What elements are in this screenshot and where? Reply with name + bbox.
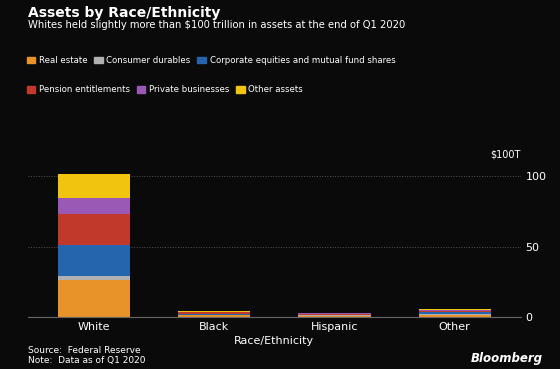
- Bar: [178, 311, 250, 312]
- Bar: [419, 315, 491, 317]
- Bar: [298, 315, 371, 317]
- Bar: [419, 308, 491, 310]
- X-axis label: Race/Ethnicity: Race/Ethnicity: [234, 337, 315, 346]
- Bar: [178, 314, 250, 315]
- Bar: [58, 276, 130, 280]
- Legend: Real estate, Consumer durables, Corporate equities and mutual fund shares: Real estate, Consumer durables, Corporat…: [27, 56, 395, 65]
- Bar: [58, 197, 130, 214]
- Bar: [58, 174, 130, 197]
- Bar: [298, 314, 371, 315]
- Bar: [178, 313, 250, 314]
- Bar: [58, 245, 130, 276]
- Bar: [178, 312, 250, 313]
- Text: $100T: $100T: [491, 149, 521, 159]
- Bar: [419, 311, 491, 312]
- Bar: [58, 280, 130, 317]
- Bar: [178, 315, 250, 317]
- Text: Source:  Federal Reserve
Note:  Data as of Q1 2020: Source: Federal Reserve Note: Data as of…: [28, 346, 146, 365]
- Bar: [298, 313, 371, 314]
- Text: Assets by Race/Ethnicity: Assets by Race/Ethnicity: [28, 6, 221, 20]
- Bar: [419, 312, 491, 314]
- Text: Bloomberg: Bloomberg: [471, 352, 543, 365]
- Bar: [419, 314, 491, 315]
- Text: Whites held slightly more than $100 trillion in assets at the end of Q1 2020: Whites held slightly more than $100 tril…: [28, 20, 405, 30]
- Bar: [419, 310, 491, 311]
- Legend: Pension entitlements, Private businesses, Other assets: Pension entitlements, Private businesses…: [27, 86, 303, 94]
- Bar: [58, 214, 130, 245]
